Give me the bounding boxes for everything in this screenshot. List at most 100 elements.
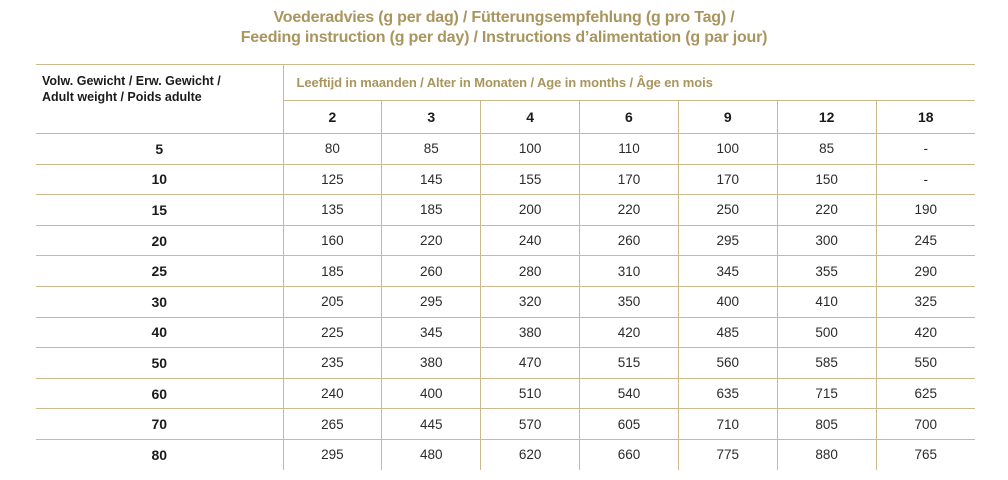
value-cell: 710 [677, 408, 778, 440]
value-cell: 190 [875, 194, 975, 226]
page-title: Voederadvies (g per dag) / Fütterungsemp… [0, 8, 1008, 48]
value-cell: 560 [677, 347, 778, 379]
value-cell: 235 [282, 347, 382, 379]
value-cell: 250 [677, 194, 778, 226]
table-row-weight-25: 25 185 260 280 310 345 355 290 [36, 255, 975, 287]
value-cell: 100 [480, 133, 580, 165]
value-cell: 185 [381, 194, 481, 226]
value-cell: 765 [875, 439, 975, 471]
month-column-header-6: 6 [579, 100, 679, 134]
value-cell: 345 [381, 317, 481, 349]
weight-cell: 25 [36, 255, 283, 287]
table-row-weight-80: 80 295 480 620 660 775 880 765 [36, 439, 975, 471]
value-cell: 515 [579, 347, 679, 379]
value-cell: 420 [579, 317, 679, 349]
value-cell: 350 [579, 286, 679, 318]
value-cell: 265 [282, 408, 382, 440]
value-cell: 85 [381, 133, 481, 165]
value-cell: 775 [677, 439, 778, 471]
value-cell: 805 [776, 408, 877, 440]
weight-cell: 40 [36, 317, 283, 349]
weight-cell: 80 [151, 446, 168, 463]
value-cell: 100 [677, 133, 778, 165]
table-row-weight-40: 40 225 345 380 420 485 500 420 [36, 317, 975, 349]
value-cell: 400 [677, 286, 778, 318]
value-cell: 380 [480, 317, 580, 349]
value-cell: 125 [282, 164, 382, 196]
value-cell: 620 [480, 439, 580, 471]
title-line-1: Voederadvies (g per dag) / Fütterungsemp… [273, 9, 735, 26]
value-cell: 325 [875, 286, 975, 318]
age-in-months-header-cell: Leeftijd in maanden / Alter in Monaten /… [282, 64, 975, 101]
table-row-weight-20: 20 160 220 240 260 295 300 245 [36, 225, 975, 257]
value-cell: - [875, 164, 975, 196]
value-cell: 380 [381, 347, 481, 379]
value-cell: 660 [579, 439, 679, 471]
value-cell: 170 [579, 164, 679, 196]
adult-weight-header-cell: Volw. Gewicht / Erw. Gewicht / Adult wei… [36, 64, 283, 134]
title-line-2: Feeding instruction (g per day) / Instru… [240, 29, 768, 46]
table-row-weight-70: 70 265 445 570 605 710 805 700 [36, 408, 975, 440]
value-cell: 220 [579, 194, 679, 226]
value-cell: 400 [381, 378, 481, 410]
feeding-table-body: 5 80 85 100 110 100 85-10 125 145 155 170 170 150-15… [36, 133, 975, 471]
month-column-header-4: 4 [480, 100, 580, 134]
weight-cell: 60 [36, 378, 283, 410]
value-cell: 470 [480, 347, 580, 379]
value-cell: 185 [282, 255, 382, 287]
value-cell: 220 [381, 225, 481, 257]
value-cell: 300 [776, 225, 877, 257]
weight-cell: 15 [36, 194, 283, 226]
value-cell: 240 [282, 378, 382, 410]
value-cell: 715 [776, 378, 877, 410]
weight-cell: 20 [36, 225, 283, 257]
value-cell: 260 [381, 255, 481, 287]
value-cell: 700 [875, 408, 975, 440]
value-cell: 410 [776, 286, 877, 318]
value-cell: 880 [776, 439, 877, 471]
value-cell: 200 [480, 194, 580, 226]
month-header-row: 2 3 4 6 9 12 18 [36, 100, 975, 134]
table-row-weight-60: 60 240 400 510 540 635 715 625 [36, 378, 975, 410]
value-cell: 220 [776, 194, 877, 226]
value-cell: 110 [579, 133, 679, 165]
value-cell: 205 [282, 286, 382, 318]
month-column-header-3: 3 [381, 100, 481, 134]
value-cell: 295 [381, 286, 481, 318]
value-cell: 245 [875, 225, 975, 257]
month-column-header-18: 18 [875, 100, 975, 134]
value-cell: 320 [480, 286, 580, 318]
value-cell: 510 [480, 378, 580, 410]
value-cell: 550 [875, 347, 975, 379]
value-cell: 145 [381, 164, 481, 196]
value-cell: 420 [875, 317, 975, 349]
value-cell: - [875, 133, 975, 165]
value-cell: 150 [776, 164, 877, 196]
feeding-table: Volw. Gewicht / Erw. Gewicht / Adult wei… [36, 64, 975, 471]
value-cell: 80 [282, 133, 382, 165]
table-row-weight-50: 50 235 380 470 515 560 585 550 [36, 347, 975, 379]
value-cell: 605 [579, 408, 679, 440]
value-cell: 280 [480, 255, 580, 287]
weight-cell: 50 [36, 347, 283, 379]
table-row-weight-5: 5 80 85 100 110 100 85- [36, 133, 975, 165]
value-cell: 445 [381, 408, 481, 440]
value-cell: 485 [677, 317, 778, 349]
value-cell: 295 [677, 225, 778, 257]
value-cell: 170 [677, 164, 778, 196]
table-row-weight-15: 15 135 185 200 220 250 220 190 [36, 194, 975, 226]
value-cell: 225 [282, 317, 382, 349]
value-cell: 540 [579, 378, 679, 410]
value-cell: 160 [282, 225, 382, 257]
value-cell: 480 [381, 439, 481, 471]
value-cell: 155 [480, 164, 580, 196]
weight-cell: 10 [36, 164, 283, 196]
adult-weight-header-line-1: Volw. Gewicht / Erw. Gewicht / [42, 74, 221, 88]
weight-cell: 5 [36, 133, 283, 165]
group-header-row: Volw. Gewicht / Erw. Gewicht / Adult wei… [36, 64, 975, 134]
value-cell: 85 [776, 133, 877, 165]
value-cell: 260 [579, 225, 679, 257]
month-column-header-2: 2 [282, 100, 382, 134]
value-cell: 295 [282, 439, 382, 471]
